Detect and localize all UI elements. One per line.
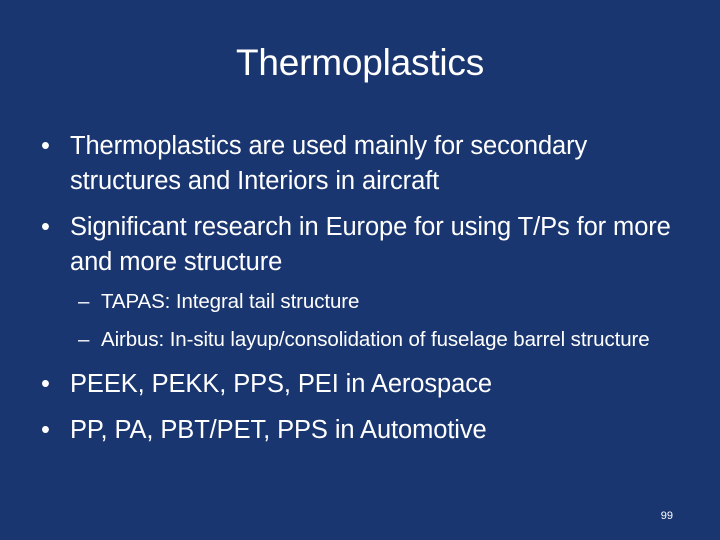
sub-bullet-item: – Airbus: In-situ layup/consolidation of… [36,325,692,355]
bullet-marker-icon: • [41,132,50,160]
bullet-text: Thermoplastics are used mainly for secon… [70,132,588,195]
dash-marker-icon: – [78,328,90,351]
slide-body: • Thermoplastics are used mainly for sec… [36,129,692,449]
bullet-marker-icon: • [41,213,50,241]
page-title: Thermoplastics [235,42,485,83]
bullet-text: PP, PA, PBT/PET, PPS in Automotive [70,416,487,444]
bullet-marker-icon: • [41,416,50,444]
page-number: 99 [660,510,673,522]
bullet-item: • Thermoplastics are used mainly for sec… [36,129,692,199]
bullet-marker-icon: • [41,370,50,398]
dash-marker-icon: – [78,290,90,313]
sub-bullet-text: TAPAS: Integral tail structure [101,290,360,313]
sub-bullet-item: – TAPAS: Integral tail structure [36,287,692,317]
bullet-item: • Significant research in Europe for usi… [36,210,692,280]
bullet-text: PEEK, PEKK, PPS, PEI in Aerospace [70,370,492,398]
bullet-item: • PP, PA, PBT/PET, PPS in Automotive [36,413,692,448]
sub-bullet-text: Airbus: In-situ layup/consolidation of f… [101,328,650,351]
bullet-text: Significant research in Europe for using… [70,213,671,276]
bullet-item: • PEEK, PEKK, PPS, PEI in Aerospace [36,367,692,402]
